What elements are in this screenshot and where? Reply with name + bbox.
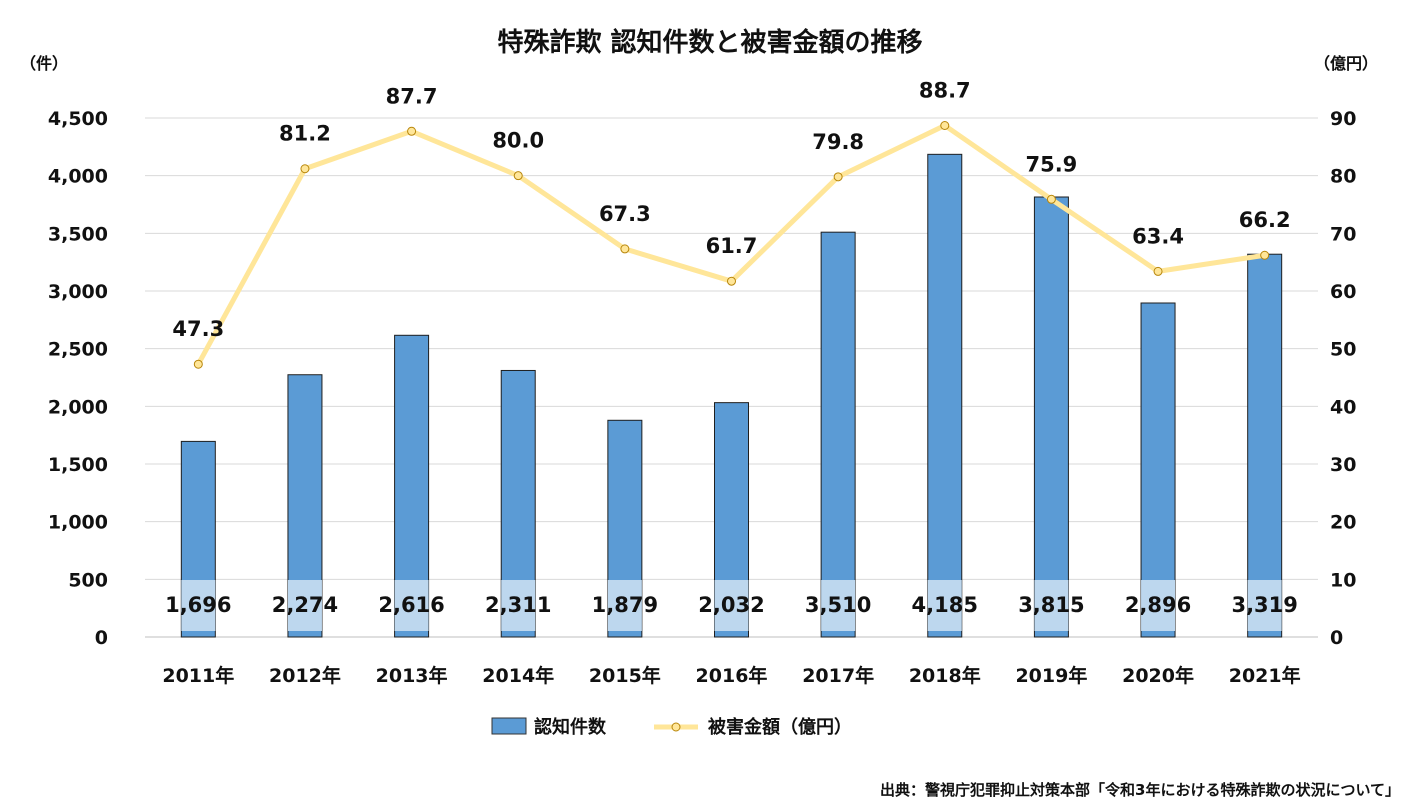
y-left-tick-label: 1,500 xyxy=(48,454,108,476)
y-right-tick-label: 50 xyxy=(1330,339,1356,361)
bar-label-backdrop xyxy=(1034,580,1069,631)
bar xyxy=(1033,196,1069,638)
y-right-tick-label: 0 xyxy=(1330,627,1343,649)
y-right-tick-label: 20 xyxy=(1330,512,1356,534)
bar-label-backdrop xyxy=(181,580,216,631)
y-left-tick-label: 2,500 xyxy=(48,339,108,361)
bar-value-label: 3,319 xyxy=(1231,593,1297,617)
bar-label-backdrop xyxy=(821,580,856,631)
bar-value-label: 1,879 xyxy=(592,593,658,617)
line-point xyxy=(300,164,310,174)
y-left-tick-label: 2,000 xyxy=(48,396,108,418)
line-point xyxy=(620,244,630,254)
line-point xyxy=(1046,194,1056,204)
source-note: 出典：警視庁犯罪抑止対策本部「令和3年における特殊詐欺の状況について」 xyxy=(880,781,1400,799)
line-value-label: 81.2 xyxy=(279,122,331,146)
bar-label-backdrop xyxy=(1247,580,1282,631)
line-point xyxy=(513,171,523,181)
x-tick-label: 2018年 xyxy=(909,664,981,687)
x-tick-label: 2019年 xyxy=(1015,664,1087,687)
legend-line-marker xyxy=(671,722,681,732)
line-point xyxy=(833,172,843,182)
line-point xyxy=(940,120,950,130)
x-tick-label: 2014年 xyxy=(482,664,554,687)
y-left-tick-label: 4,500 xyxy=(48,108,108,130)
legend-line-label: 被害金額（億円） xyxy=(708,716,852,738)
line-value-label: 87.7 xyxy=(386,84,438,108)
line-point xyxy=(1260,250,1270,260)
line-value-label: 47.3 xyxy=(172,317,224,341)
y-right-tick-label: 70 xyxy=(1330,223,1356,245)
line-value-label: 66.2 xyxy=(1239,208,1291,232)
x-tick-label: 2020年 xyxy=(1122,664,1194,687)
y-left-tick-label: 500 xyxy=(68,569,108,591)
bar-label-backdrop xyxy=(394,580,429,631)
bar-value-label: 1,696 xyxy=(165,593,231,617)
y-left-tick-label: 0 xyxy=(95,627,108,649)
line-value-label: 79.8 xyxy=(812,130,864,154)
right-axis-unit: （億円） xyxy=(1313,54,1378,73)
line-value-labels: 47.3 81.2 87.7 80.0 67.3 61.7 79.8 88.7 75.9 63.4… xyxy=(172,78,1290,341)
bar-value-label: 3,815 xyxy=(1018,593,1084,617)
y-right-tick-label: 80 xyxy=(1330,166,1356,188)
legend-bar-swatch xyxy=(491,717,527,735)
line-value-label: 61.7 xyxy=(706,234,758,258)
bar-value-label: 4,185 xyxy=(912,593,978,617)
x-tick-label: 2016年 xyxy=(696,664,768,687)
x-tick-label: 2012年 xyxy=(269,664,341,687)
bar-label-backdrop xyxy=(501,580,536,631)
y-right-tick-label: 40 xyxy=(1330,396,1356,418)
y-right-tick-label: 90 xyxy=(1330,108,1356,130)
y-right-tick-label: 60 xyxy=(1330,281,1356,303)
bar xyxy=(1247,253,1283,638)
line-value-label: 80.0 xyxy=(492,129,544,153)
bar-label-backdrop xyxy=(714,580,749,631)
left-axis-unit: （件） xyxy=(20,54,69,73)
bar-value-labels: 1,696 2,274 2,616 2,311 1,879 2,032 3,510 4,185… xyxy=(165,580,1298,631)
line-value-label: 63.4 xyxy=(1132,224,1184,248)
line-point xyxy=(727,276,736,286)
bar-value-label: 3,510 xyxy=(805,593,871,617)
bar-label-backdrop xyxy=(607,580,642,631)
y-left-tick-label: 4,000 xyxy=(48,166,108,188)
line-value-label: 88.7 xyxy=(919,78,971,102)
axis-labels: 0 0 500 10 1,000 20 1,500 30 2,000 40 2,500 50 3,000… xyxy=(48,108,1357,687)
y-right-tick-label: 30 xyxy=(1330,454,1356,476)
x-tick-label: 2013年 xyxy=(376,664,448,687)
line-point xyxy=(193,359,203,369)
x-tick-label: 2017年 xyxy=(802,664,874,687)
bar-label-backdrop xyxy=(287,580,322,631)
y-left-tick-label: 1,000 xyxy=(48,512,108,534)
x-tick-label: 2011年 xyxy=(162,664,234,687)
bar-series xyxy=(180,153,1283,638)
legend-bar-label: 認知件数 xyxy=(534,716,607,738)
y-right-tick-label: 10 xyxy=(1330,569,1356,591)
legend: 認知件数 被害金額（億円） xyxy=(491,716,852,738)
y-left-tick-label: 3,000 xyxy=(48,281,108,303)
bar-value-label: 2,274 xyxy=(272,593,338,617)
bar-value-label: 2,896 xyxy=(1125,593,1191,617)
bar-label-backdrop xyxy=(1141,580,1176,631)
line-point xyxy=(407,126,417,136)
x-tick-label: 2015年 xyxy=(589,664,661,687)
line-series xyxy=(193,120,1270,369)
line-point xyxy=(1153,266,1163,276)
bar-label-backdrop xyxy=(927,580,962,631)
bar-value-label: 2,032 xyxy=(698,593,764,617)
bar xyxy=(820,231,856,638)
y-left-tick-label: 3,500 xyxy=(48,223,108,245)
bar-value-label: 2,616 xyxy=(378,593,444,617)
x-tick-label: 2021年 xyxy=(1229,664,1301,687)
line-value-label: 75.9 xyxy=(1025,152,1077,176)
line-value-label: 67.3 xyxy=(599,202,651,226)
bar xyxy=(927,153,963,638)
bar-value-label: 2,311 xyxy=(485,593,551,617)
chart-title: 特殊詐欺 認知件数と被害金額の推移 xyxy=(497,28,923,58)
